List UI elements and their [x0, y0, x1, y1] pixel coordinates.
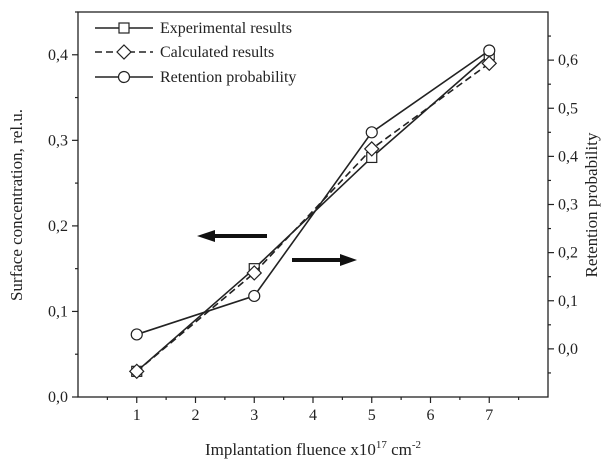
x-tick-label: 1: [133, 407, 141, 424]
x-axis-label-sup: 17: [376, 439, 388, 451]
data-point-circle: [248, 289, 261, 303]
right-y-tick-label: 0,4: [558, 148, 578, 165]
plot-frame: [77, 11, 549, 398]
legend-marker-diamond: [116, 44, 132, 60]
right-axis-arrow: [292, 254, 357, 266]
left-y-tick-label: 0,3: [48, 132, 68, 149]
right-y-tick-label: 0,3: [558, 197, 578, 214]
right-y-tick-label: 0,5: [558, 100, 578, 117]
x-axis: 1 2 3 4 5 6 7: [106, 397, 520, 424]
right-y-tick-label: 0,1: [558, 293, 578, 310]
series-line: [136, 62, 490, 372]
right-y-tick-label: 0,6: [558, 52, 578, 69]
left-axis-arrow: [197, 230, 267, 242]
data-point-diamond: [246, 265, 263, 281]
right-y-tick-label: 0,2: [558, 245, 578, 262]
x-tick-label: 5: [368, 407, 376, 424]
series-line: [136, 49, 490, 336]
right-y-tick-label: 0,0: [558, 341, 578, 358]
left-y-tick-label: 0,2: [48, 218, 68, 235]
data-point-circle: [483, 44, 496, 57]
x-axis-label: Implantation fluence x1017 cm-2: [205, 439, 421, 459]
legend-label: Retention probability: [160, 69, 296, 86]
x-axis-label-main: Implantation fluence x10: [205, 440, 376, 459]
x-axis-label-unit-sup: -2: [412, 439, 421, 451]
series-diamond: [128, 55, 498, 380]
x-tick-label: 6: [427, 407, 435, 424]
data-point-diamond: [128, 363, 145, 380]
y-axis-label-right: Retention probability: [582, 132, 601, 277]
left-y-tick-label: 0,4: [48, 47, 68, 64]
series-circle: [130, 44, 496, 341]
legend-marker-circle: [117, 70, 131, 84]
left-y-axis: 0,0 0,1 0,2 0,3 0,4: [48, 11, 78, 406]
x-tick-label: 3: [250, 407, 258, 424]
right-y-axis: 0,0 0,1 0,2 0,3 0,4 0,5 0,6: [548, 35, 578, 374]
left-y-tick-label: 0,1: [48, 303, 68, 320]
data-point-diamond: [481, 55, 498, 72]
y-axis-label-left: Surface concentration, rel.u.: [7, 109, 26, 301]
x-tick-label: 2: [192, 407, 200, 424]
x-tick-label: 7: [485, 407, 493, 424]
legend-label: Experimental results: [160, 20, 292, 37]
x-axis-label-unit: cm: [387, 440, 412, 459]
x-tick-label: 4: [309, 407, 317, 424]
series-group: [128, 44, 498, 380]
legend-marker-square: [118, 22, 130, 34]
data-point-circle: [130, 328, 143, 341]
left-y-tick-label: 0,0: [48, 389, 68, 406]
data-point-circle: [365, 126, 378, 139]
legend-label: Calculated results: [160, 44, 274, 61]
data-point-diamond: [363, 141, 380, 157]
legend: Experimental results Calculated results Re…: [95, 20, 296, 86]
